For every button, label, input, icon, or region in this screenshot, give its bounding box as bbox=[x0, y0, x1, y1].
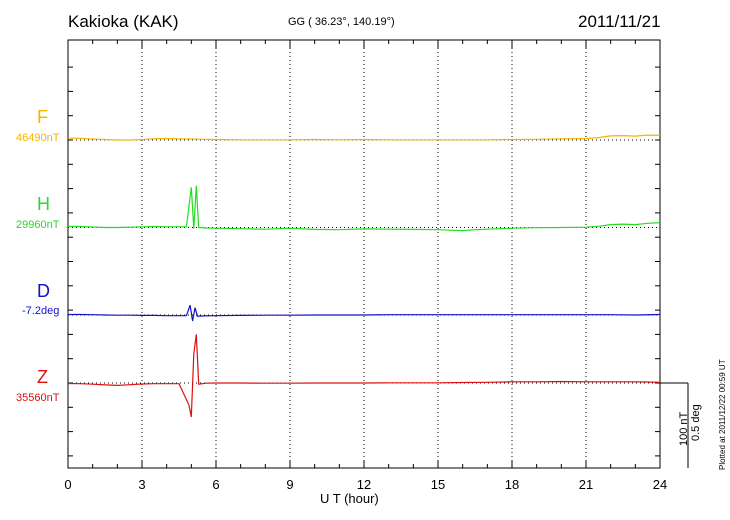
component-baseline-z: 35560nT bbox=[16, 392, 60, 404]
component-baseline-d: -7.2deg bbox=[22, 305, 60, 317]
station-title: Kakioka (KAK) bbox=[68, 12, 179, 31]
component-label-h: H bbox=[37, 194, 50, 214]
x-tick-label: 9 bbox=[286, 477, 294, 492]
x-tick-label: 12 bbox=[356, 477, 372, 492]
x-tick-label: 24 bbox=[652, 477, 668, 492]
component-label-d: D bbox=[37, 281, 50, 301]
x-tick-label: 15 bbox=[430, 477, 446, 492]
component-label-z: Z bbox=[37, 367, 48, 387]
x-tick-label: 18 bbox=[504, 477, 520, 492]
series-line-z bbox=[67, 334, 661, 418]
x-tick-label: 0 bbox=[64, 477, 72, 492]
date-label: 2011/11/21 bbox=[578, 12, 661, 31]
scale-bar-label-deg: 0.5 deg bbox=[690, 404, 702, 441]
scale-bar-label-nt: 100 nT bbox=[678, 411, 690, 446]
plotted-timestamp: Plotted at 2011/12/22 00:59 UT bbox=[718, 359, 727, 470]
component-label-f: F bbox=[37, 107, 48, 127]
x-tick-label: 3 bbox=[138, 477, 146, 492]
component-baseline-f: 46490nT bbox=[16, 132, 60, 144]
station-coordinates: GG ( 36.23°, 140.19°) bbox=[288, 16, 395, 28]
series-line-h bbox=[67, 185, 661, 232]
series-line-d bbox=[68, 305, 661, 322]
x-axis-label: U T (hour) bbox=[320, 491, 379, 506]
series-line-f bbox=[67, 134, 661, 141]
component-baseline-h: 29960nT bbox=[16, 219, 60, 231]
x-tick-label: 6 bbox=[212, 477, 220, 492]
x-tick-label: 21 bbox=[578, 477, 594, 492]
